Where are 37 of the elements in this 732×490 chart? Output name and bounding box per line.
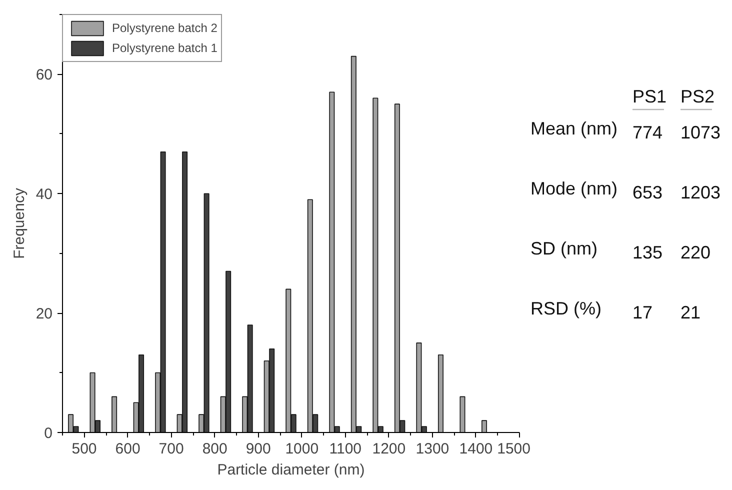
text: 653 bbox=[632, 182, 663, 202]
x-tick-label: 1300 bbox=[416, 440, 450, 458]
x-tick-label: 700 bbox=[158, 440, 184, 458]
text: 21 bbox=[680, 302, 701, 322]
x-tick-label: 900 bbox=[246, 440, 271, 458]
x-tick-label: 600 bbox=[115, 440, 140, 458]
x-tick-label: 1400 bbox=[459, 440, 493, 458]
y-axis-title: Frequency bbox=[10, 188, 28, 259]
legend-label: Polystyrene batch 1 bbox=[112, 41, 218, 55]
text: PS2 bbox=[680, 86, 715, 106]
x-axis-title: Particle diameter (nm) bbox=[217, 462, 365, 478]
text: Mean (nm) bbox=[530, 118, 618, 138]
y-tick-label: 0 bbox=[44, 425, 52, 442]
text: 1073 bbox=[680, 122, 721, 142]
y-tick-label: 40 bbox=[36, 186, 53, 204]
x-tick-label: 1200 bbox=[372, 440, 406, 458]
text: 17 bbox=[632, 302, 653, 322]
legend-label: Polystyrene batch 2 bbox=[112, 21, 218, 35]
text: RSD (%) bbox=[530, 298, 602, 318]
x-tick-label: 800 bbox=[202, 440, 228, 458]
bar bbox=[112, 396, 118, 432]
text: PS1 bbox=[632, 86, 667, 106]
text: 220 bbox=[680, 242, 711, 262]
bar bbox=[481, 420, 487, 432]
text: 1203 bbox=[680, 182, 721, 202]
text: 774 bbox=[632, 122, 663, 142]
x-tick-label: 1000 bbox=[285, 440, 319, 458]
text: Mode (nm) bbox=[530, 178, 618, 198]
bar bbox=[460, 396, 466, 432]
text: SD (nm) bbox=[530, 238, 598, 258]
y-tick-label: 20 bbox=[36, 306, 53, 323]
y-tick-label: 60 bbox=[36, 66, 53, 84]
text: 135 bbox=[632, 242, 663, 262]
x-tick-label: 500 bbox=[72, 440, 97, 458]
x-tick-label: 1500 bbox=[497, 440, 531, 458]
bar bbox=[438, 354, 444, 432]
x-tick-label: 1100 bbox=[329, 440, 362, 458]
